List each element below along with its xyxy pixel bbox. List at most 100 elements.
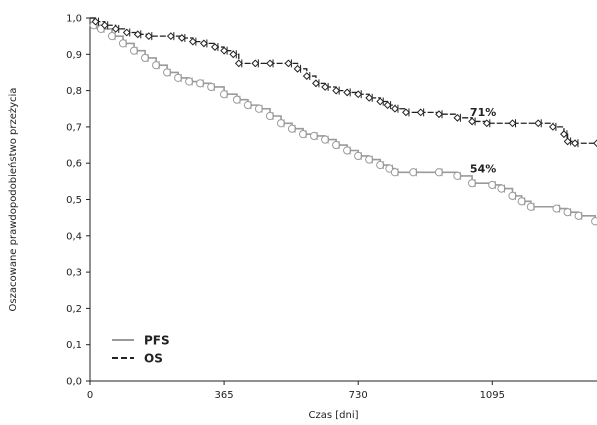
y-tick-label: 0,0 bbox=[66, 377, 82, 388]
annotation-os: 71% bbox=[470, 106, 496, 119]
data-point bbox=[196, 79, 205, 88]
data-point bbox=[177, 34, 186, 42]
data-point bbox=[122, 28, 131, 37]
series-line-pfs bbox=[90, 17, 596, 222]
legend: PFS OS bbox=[112, 334, 170, 366]
data-point bbox=[321, 83, 330, 91]
data-point bbox=[251, 59, 260, 68]
data-point bbox=[152, 61, 161, 70]
data-point bbox=[100, 21, 109, 30]
data-point bbox=[563, 208, 572, 217]
data-point bbox=[482, 119, 491, 128]
data-point bbox=[416, 108, 425, 117]
data-point bbox=[574, 211, 583, 220]
series-pfs bbox=[89, 17, 597, 226]
y-tick-label: 0,5 bbox=[66, 195, 82, 206]
data-point bbox=[508, 191, 517, 200]
data-point bbox=[293, 64, 302, 73]
data-point bbox=[220, 46, 229, 55]
data-point bbox=[234, 59, 243, 68]
data-point bbox=[467, 179, 477, 188]
data-point bbox=[129, 46, 139, 55]
data-point bbox=[383, 101, 392, 110]
data-point bbox=[593, 139, 597, 148]
data-point bbox=[118, 39, 128, 48]
data-point bbox=[332, 86, 341, 95]
data-point bbox=[284, 59, 293, 68]
data-point bbox=[229, 50, 238, 59]
data-point bbox=[385, 164, 394, 173]
data-point bbox=[276, 119, 286, 128]
data-point bbox=[591, 217, 597, 226]
data-point bbox=[243, 101, 253, 110]
data-point bbox=[107, 32, 117, 41]
series-line-os bbox=[90, 17, 597, 144]
y-tick-label: 1,0 bbox=[66, 14, 82, 25]
data-point bbox=[563, 137, 572, 146]
data-point bbox=[91, 17, 100, 26]
data-point bbox=[571, 139, 579, 148]
series-layer bbox=[89, 17, 597, 226]
x-tick-label: 1095 bbox=[480, 390, 505, 401]
data-point bbox=[409, 168, 418, 177]
data-point bbox=[287, 124, 297, 133]
data-point bbox=[265, 111, 275, 121]
data-point bbox=[321, 135, 330, 144]
y-tick-label: 0,1 bbox=[66, 340, 82, 351]
data-point bbox=[174, 73, 183, 82]
data-point bbox=[185, 77, 194, 86]
data-point bbox=[552, 204, 561, 213]
data-point bbox=[232, 95, 242, 104]
data-point bbox=[390, 168, 400, 177]
data-point bbox=[188, 37, 197, 46]
data-point bbox=[365, 155, 374, 164]
data-point bbox=[391, 104, 399, 113]
legend-label-pfs: PFS bbox=[144, 334, 170, 348]
data-point bbox=[266, 59, 274, 68]
data-point bbox=[302, 72, 311, 80]
y-tick-label: 0,2 bbox=[66, 304, 82, 315]
x-tick-label: 0 bbox=[87, 390, 93, 401]
data-point bbox=[343, 146, 352, 155]
y-tick-label: 0,3 bbox=[66, 268, 82, 279]
y-tick-label: 0,6 bbox=[66, 159, 82, 170]
data-point bbox=[332, 140, 341, 150]
data-point bbox=[144, 32, 153, 41]
data-point bbox=[549, 122, 557, 131]
data-point bbox=[376, 97, 385, 106]
data-point bbox=[219, 90, 229, 99]
data-point bbox=[111, 24, 120, 33]
y-tick-label: 0,8 bbox=[66, 86, 82, 97]
annotations: 54% 71% bbox=[470, 106, 496, 175]
x-tick-label: 730 bbox=[349, 390, 368, 401]
data-point bbox=[365, 93, 374, 102]
data-point bbox=[468, 117, 476, 126]
y-tick-label: 0,7 bbox=[66, 122, 82, 133]
data-point bbox=[354, 151, 363, 161]
data-point bbox=[133, 30, 142, 39]
data-point bbox=[376, 160, 385, 170]
data-point bbox=[434, 168, 444, 177]
data-point bbox=[497, 184, 506, 193]
data-point bbox=[211, 43, 219, 51]
data-point bbox=[534, 119, 543, 128]
data-point bbox=[298, 130, 308, 139]
data-point bbox=[402, 108, 410, 117]
data-point bbox=[453, 113, 462, 122]
data-point bbox=[354, 90, 363, 99]
data-point bbox=[312, 79, 320, 88]
data-point bbox=[508, 119, 517, 128]
data-point bbox=[207, 82, 216, 92]
data-point bbox=[560, 130, 568, 139]
data-point bbox=[517, 197, 526, 206]
data-point bbox=[526, 202, 535, 211]
data-point bbox=[310, 131, 319, 141]
data-point bbox=[488, 180, 497, 190]
x-tick-label: 365 bbox=[215, 390, 234, 401]
data-point bbox=[141, 53, 150, 63]
x-axis-title: Czas [dni] bbox=[308, 410, 358, 421]
data-point bbox=[254, 104, 264, 113]
data-point bbox=[343, 88, 352, 97]
y-axis-title: Oszacowane prawdopodobieństwo przeżycia bbox=[7, 88, 19, 312]
